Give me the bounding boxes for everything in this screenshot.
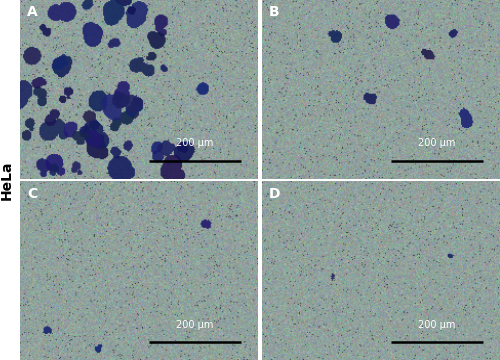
Text: 200 μm: 200 μm	[176, 138, 214, 148]
Text: HeLa: HeLa	[0, 160, 14, 200]
Text: B: B	[269, 5, 280, 19]
Text: 200 μm: 200 μm	[176, 320, 214, 330]
Text: 200 μm: 200 μm	[418, 138, 456, 148]
Text: D: D	[269, 187, 280, 201]
Text: A: A	[27, 5, 38, 19]
Text: 200 μm: 200 μm	[418, 320, 456, 330]
Text: C: C	[27, 187, 38, 201]
